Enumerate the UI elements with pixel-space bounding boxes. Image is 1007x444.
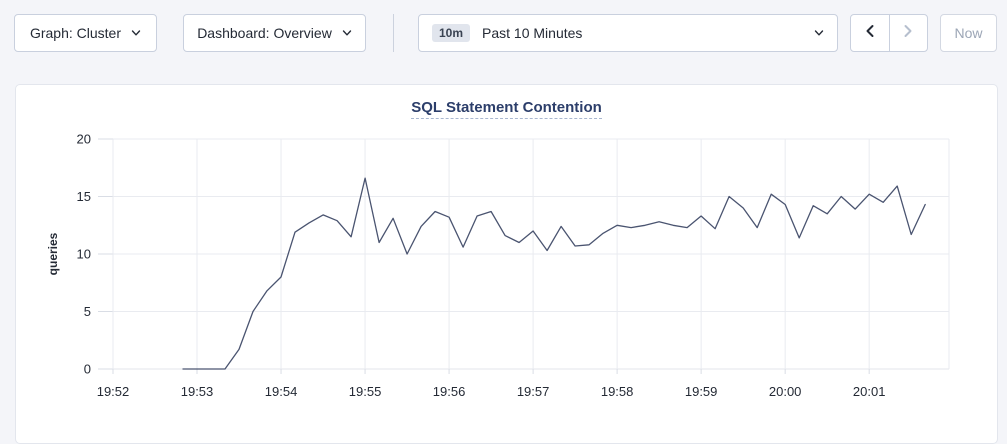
chart-title-row: SQL Statement Contention (16, 85, 997, 119)
graph-dropdown[interactable]: Graph: Cluster (14, 14, 157, 52)
chevron-down-icon (814, 28, 824, 38)
y-tick-label: 10 (77, 247, 91, 262)
x-tick-label: 19:52 (97, 384, 130, 399)
chart-card: SQL Statement Contention 0 5 10 15 20 19:52 19… (15, 84, 998, 444)
chart-title[interactable]: SQL Statement Contention (411, 99, 602, 119)
x-tick-label: 19:58 (601, 384, 634, 399)
time-range-badge: 10m (432, 24, 471, 42)
toolbar-divider (393, 14, 394, 52)
y-tick-label: 15 (77, 189, 91, 204)
time-range-label: Past 10 Minutes (482, 25, 583, 41)
x-tick-label: 19:55 (349, 384, 382, 399)
y-tick-label: 5 (84, 304, 91, 319)
y-tick-label: 0 (84, 362, 91, 377)
chevron-left-icon (864, 24, 876, 43)
x-tick-label: 19:53 (181, 384, 214, 399)
y-axis-label: queries (46, 232, 60, 275)
now-button[interactable]: Now (940, 14, 997, 52)
graph-dropdown-label: Graph: Cluster (29, 25, 122, 41)
x-tick-label: 19:56 (433, 384, 466, 399)
chart-line-queries (182, 177, 926, 370)
time-step-buttons (850, 14, 928, 52)
chevron-right-icon (902, 24, 914, 43)
x-tick-label: 20:00 (769, 384, 802, 399)
previous-timespan-button[interactable] (851, 15, 890, 51)
sql-contention-line-chart: 0 5 10 15 20 19:52 19:53 19:54 19:55 19:56 19:57 19… (46, 132, 950, 399)
x-tick-label: 20:01 (853, 384, 886, 399)
chevron-down-icon (131, 28, 141, 38)
dashboard-dropdown[interactable]: Dashboard: Overview (183, 14, 366, 52)
x-tick-label: 19:57 (517, 384, 550, 399)
chevron-down-icon (342, 28, 352, 38)
time-range-picker[interactable]: 10m Past 10 Minutes (418, 14, 838, 52)
dbconsole-metrics-page: { "toolbar": { "graph_dropdown_label": "… (14, 14, 998, 444)
now-button-label: Now (954, 25, 983, 41)
x-tick-label: 19:54 (265, 384, 298, 399)
y-tick-label: 20 (77, 132, 91, 147)
next-timespan-button[interactable] (890, 15, 928, 51)
dashboard-dropdown-label: Dashboard: Overview (197, 25, 332, 41)
x-tick-label: 19:59 (685, 384, 718, 399)
